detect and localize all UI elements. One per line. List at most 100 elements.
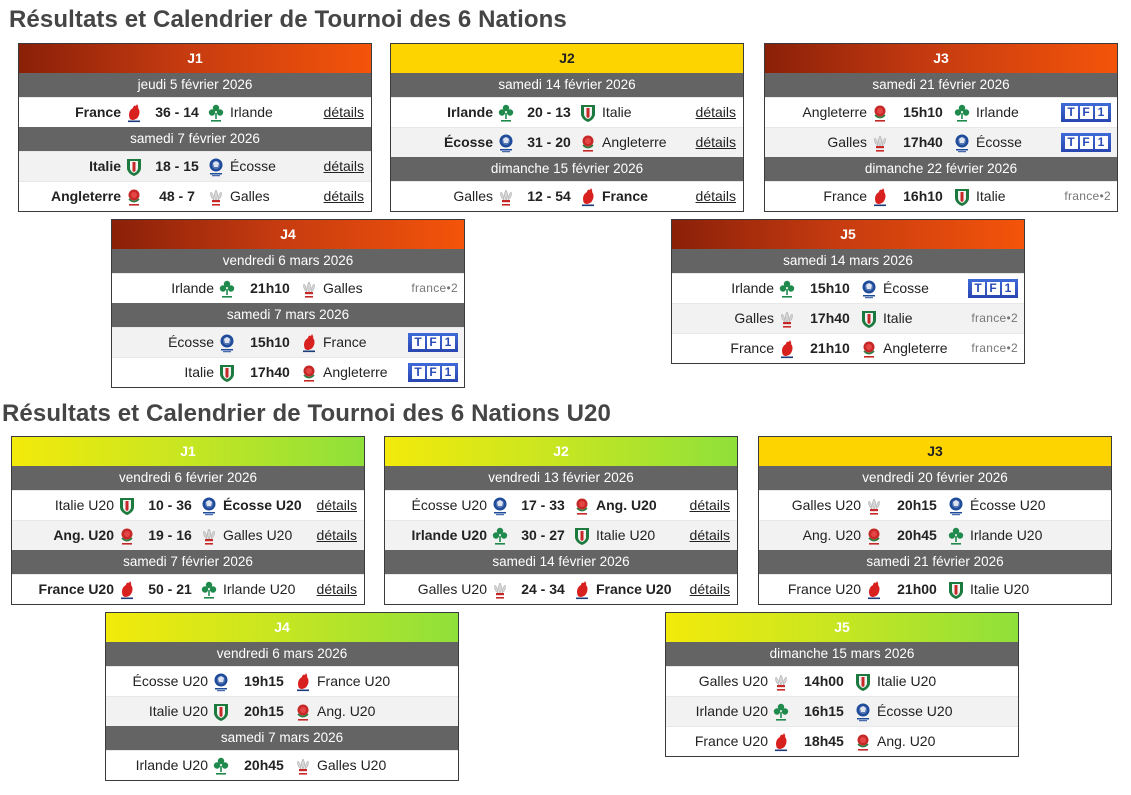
match-details-link[interactable]: détails [695, 188, 736, 204]
away-team-name: Écosse [976, 134, 1022, 150]
france2-logo: france•2 [971, 311, 1018, 325]
match-details-link[interactable]: détails [316, 527, 357, 543]
rooster-icon [573, 580, 591, 600]
home-team-name: Angleterre [50, 188, 121, 204]
match-date-header: vendredi 6 mars 2026 [112, 249, 464, 273]
italy-shield-icon [212, 702, 230, 722]
away-team-name: Ang. U20 [596, 497, 657, 513]
away-team-name: Italie [883, 310, 913, 326]
away-team-name: Angleterre [602, 134, 667, 150]
rooster-icon [300, 333, 318, 353]
away-team-name: Ang. U20 [877, 733, 936, 749]
away-team-name: Galles U20 [317, 757, 387, 773]
kickoff-time: 21h10 [810, 340, 850, 356]
away-team-name: Écosse U20 [970, 497, 1046, 513]
rooster-icon [294, 672, 312, 692]
kickoff-time: 14h00 [804, 673, 844, 689]
match-score: 10 - 36 [148, 497, 192, 513]
away-team-name: Écosse U20 [877, 703, 953, 719]
away-team-name: Galles [323, 280, 363, 296]
away-team-name: Galles [230, 188, 270, 204]
match-row: France 16h10 Italie france•2 [765, 181, 1117, 211]
kickoff-time: 16h10 [903, 188, 943, 204]
match-details-link[interactable]: détails [323, 188, 364, 204]
match-row: Italie 17h40 Angleterre T F 1 [112, 357, 464, 387]
match-details-link[interactable]: détails [689, 497, 730, 513]
match-details-link[interactable]: détails [689, 581, 730, 597]
shamrock-icon [218, 279, 236, 299]
senior-round-j4-card: J4 vendredi 6 mars 2026 Irlande 21h10 Galles… [111, 219, 465, 388]
u20-section-title: Résultats et Calendrier de Tournoi des 6… [2, 400, 611, 427]
away-team-name: Italie U20 [877, 673, 937, 689]
rose-icon [860, 339, 878, 359]
match-row: Galles 17h40 Écosse T F 1 [765, 127, 1117, 157]
match-row: Italie 18 - 15 Écosse détails [19, 151, 371, 181]
round-header: J4 [106, 613, 458, 642]
round-header: J4 [112, 220, 464, 249]
feathers-icon [772, 672, 790, 692]
home-team-name: Angleterre [802, 104, 867, 120]
match-score: 31 - 20 [527, 134, 571, 150]
match-row: Angleterre 48 - 7 Galles détails [19, 181, 371, 211]
italy-shield-icon [854, 672, 872, 692]
thistle-icon [947, 496, 965, 516]
italy-shield-icon [860, 309, 878, 329]
kickoff-time: 17h40 [810, 310, 850, 326]
shamrock-icon [207, 103, 225, 123]
match-details-link[interactable]: détails [316, 497, 357, 513]
rose-icon [871, 103, 889, 123]
u20-round-j4-card: J4 vendredi 6 mars 2026 Écosse U20 19h15 Fra… [105, 612, 459, 781]
kickoff-time: 20h45 [897, 527, 937, 543]
match-row: France U20 50 - 21 Irlande U20 détails [12, 574, 364, 604]
italy-shield-icon [579, 103, 597, 123]
kickoff-time: 21h10 [250, 280, 290, 296]
match-row: Galles U20 20h15 Écosse U20 [759, 490, 1111, 520]
away-team-name: Angleterre [883, 340, 948, 356]
away-team-name: Italie [602, 104, 632, 120]
kickoff-time: 16h15 [804, 703, 844, 719]
away-team-name: France U20 [317, 673, 391, 689]
round-header: J2 [385, 437, 737, 466]
rose-icon [125, 187, 143, 207]
kickoff-time: 17h40 [903, 134, 943, 150]
match-score: 50 - 21 [148, 581, 192, 597]
match-details-link[interactable]: détails [323, 104, 364, 120]
match-score: 36 - 14 [155, 104, 199, 120]
match-details-link[interactable]: détails [695, 134, 736, 150]
senior-round-j1-card: J1 jeudi 5 février 2026 France 36 - 14 Irlan… [18, 43, 372, 212]
italy-shield-icon [953, 187, 971, 207]
france2-logo: france•2 [971, 341, 1018, 355]
shamrock-icon [200, 580, 218, 600]
rooster-icon [772, 732, 790, 752]
kickoff-time: 20h15 [897, 497, 937, 513]
home-team-name: France U20 [694, 733, 768, 749]
match-details-link[interactable]: détails [323, 158, 364, 174]
match-date-header: dimanche 22 février 2026 [765, 157, 1117, 181]
match-score: 19 - 16 [148, 527, 192, 543]
thistle-icon [491, 496, 509, 516]
feathers-icon [200, 526, 218, 546]
match-date-header: samedi 21 février 2026 [765, 73, 1117, 97]
match-date-header: vendredi 20 février 2026 [759, 466, 1111, 490]
match-score: 18 - 15 [155, 158, 199, 174]
shamrock-icon [772, 702, 790, 722]
match-details-link[interactable]: détails [316, 581, 357, 597]
italy-shield-icon [947, 580, 965, 600]
feathers-icon [294, 756, 312, 776]
away-team-name: France [323, 334, 367, 350]
senior-round-j2-card: J2 samedi 14 février 2026 Irlande 20 - 13 It… [390, 43, 744, 212]
match-score: 24 - 34 [521, 581, 565, 597]
home-team-name: France [823, 188, 867, 204]
match-row: France 36 - 14 Irlande détails [19, 97, 371, 127]
home-team-name: Italie U20 [54, 497, 114, 513]
rooster-icon [118, 580, 136, 600]
thistle-icon [218, 333, 236, 353]
thistle-icon [207, 157, 225, 177]
u20-round-j2-card: J2 vendredi 13 février 2026 Écosse U20 17 -… [384, 436, 738, 605]
match-details-link[interactable]: détails [689, 527, 730, 543]
match-details-link[interactable]: détails [695, 104, 736, 120]
away-team-name: Galles U20 [223, 527, 293, 543]
home-team-name: Écosse U20 [411, 497, 487, 513]
